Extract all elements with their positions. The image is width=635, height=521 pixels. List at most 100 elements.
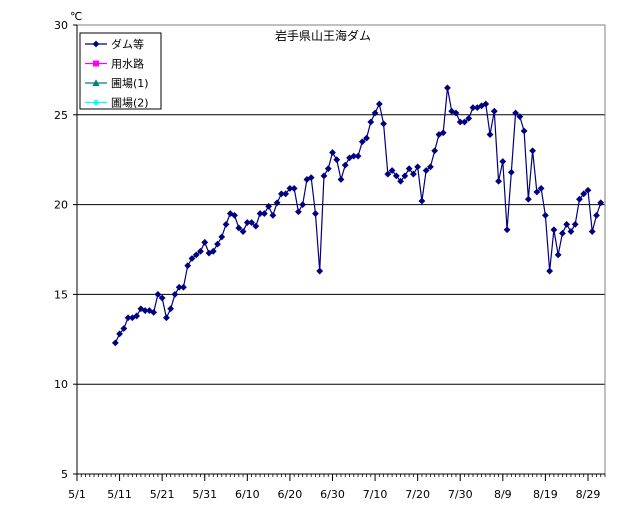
data-point [533, 188, 541, 196]
x-tick-label: 6/30 [320, 488, 345, 501]
data-point [465, 114, 473, 122]
data-point [588, 228, 596, 235]
data-point [341, 161, 349, 169]
data-point [499, 158, 507, 165]
data-point [401, 172, 409, 180]
data-point [503, 226, 511, 234]
data-point [354, 152, 362, 160]
x-tick-label: 5/11 [107, 488, 132, 501]
data-point [405, 165, 413, 173]
data-point [473, 104, 481, 112]
axes: 5 10 15 20 25 30 5/1 5/11 5/21 5/31 6/10 6/20 6/30 7/… [54, 19, 606, 501]
legend-label: 用水路 [111, 58, 144, 71]
data-point [486, 131, 494, 138]
y-tick-label: 15 [54, 288, 68, 301]
y-axis-unit: ℃ [70, 10, 82, 23]
legend-label: 圃場(1) [111, 77, 149, 90]
data-point [277, 190, 285, 198]
data-point [265, 202, 273, 210]
data-point [520, 127, 528, 135]
data-point [333, 156, 341, 164]
y-tick-label: 25 [54, 109, 68, 122]
data-point [197, 247, 204, 255]
data-point [184, 262, 192, 270]
data-point [201, 238, 209, 246]
data-point [163, 314, 170, 322]
data-point [584, 186, 592, 194]
data-point [218, 233, 226, 241]
data-point [456, 118, 464, 126]
y-tick-label: 30 [54, 19, 68, 32]
data-point [273, 199, 281, 207]
data-point [243, 219, 251, 226]
data-point [529, 147, 537, 155]
data-point [563, 220, 571, 228]
data-point [329, 149, 336, 156]
data-point [363, 134, 370, 142]
x-tick-label: 6/10 [235, 488, 260, 501]
data-point [537, 185, 545, 192]
data-point [388, 167, 396, 174]
legend-marker [93, 60, 99, 67]
data-point [435, 131, 443, 138]
data-point [141, 307, 149, 314]
data-point [316, 267, 324, 275]
data-point [516, 113, 524, 120]
data-point [192, 251, 200, 259]
data-point [409, 170, 417, 178]
data-point [597, 199, 605, 207]
data-point [116, 330, 123, 338]
data-point [312, 210, 319, 217]
x-tick-label: 5/1 [68, 488, 86, 501]
y-tick-label: 10 [54, 378, 68, 391]
data-point [320, 172, 328, 180]
data-point [303, 176, 311, 183]
chart-text: 岩手県山王海ダム ℃ [70, 10, 371, 43]
data-point [252, 222, 260, 230]
data-point [358, 138, 366, 146]
data-point [495, 177, 502, 185]
data-point [571, 220, 579, 228]
data-point [384, 170, 392, 178]
x-tick-label: 6/20 [278, 488, 303, 501]
data-point [231, 211, 238, 219]
data-point [580, 190, 588, 198]
data-point [422, 167, 430, 174]
series-layer [111, 84, 605, 347]
data-point [214, 240, 221, 248]
data-point [375, 100, 383, 108]
data-point [299, 201, 307, 208]
x-tick-label: 7/20 [405, 488, 430, 501]
data-point [546, 267, 554, 275]
data-point [444, 84, 451, 92]
data-point [567, 228, 575, 235]
data-point [593, 211, 600, 219]
data-point [554, 251, 562, 259]
data-point [414, 163, 422, 171]
x-tick-label: 8/19 [533, 488, 558, 501]
data-point [541, 211, 549, 219]
data-point [392, 172, 400, 180]
x-tick-label: 8/29 [576, 488, 601, 501]
data-point [282, 190, 290, 198]
data-point [158, 294, 166, 302]
data-point [380, 120, 387, 128]
data-point [559, 229, 566, 237]
data-point [452, 109, 460, 117]
legend-marker [92, 99, 100, 106]
data-point [371, 109, 379, 117]
data-point [482, 100, 490, 108]
data-point [427, 163, 434, 171]
data-point [167, 305, 175, 313]
data-point [175, 283, 183, 291]
data-point [137, 305, 145, 313]
legend-marker [92, 79, 100, 86]
data-point [576, 195, 583, 203]
legend-box [79, 32, 162, 110]
data-point [324, 165, 332, 173]
data-point [397, 177, 405, 185]
data-point [524, 195, 532, 203]
data-point [133, 312, 141, 320]
data-point [490, 107, 498, 115]
